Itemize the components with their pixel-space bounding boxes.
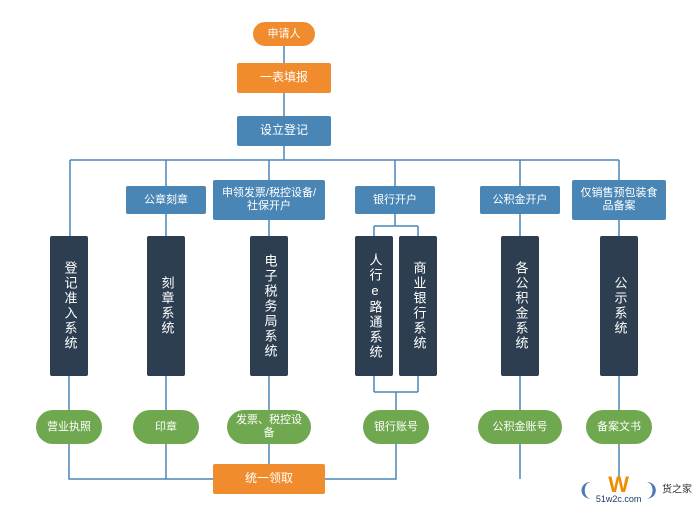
logo-letter: W [596,476,642,494]
logo-url: 51w2c.com [596,494,642,504]
node-food-proc: 仅销售预包装食品备案 [572,180,666,220]
node-tax-proc: 申领发票/税控设备/社保开户 [213,180,325,220]
node-register: 设立登记 [237,116,331,146]
node-sys-pub: 公示系统 [600,236,638,376]
node-out-seal: 印章 [133,410,199,444]
node-out-license: 营业执照 [36,410,102,444]
node-sys-reg: 登记准入系统 [50,236,88,376]
node-applicant: 申请人 [253,22,315,46]
node-seal-proc: 公章刻章 [126,186,206,214]
node-collect: 统一领取 [213,464,325,494]
node-out-tax: 发票、税控设备 [227,410,311,444]
node-out-bank: 银行账号 [363,410,429,444]
watermark-logo: ❨ W 51w2c.com ❩ 货之家 [578,476,692,504]
node-out-file: 备案文书 [586,410,652,444]
logo-name: 货之家 [662,485,692,496]
laurel-left-icon: ❨ [578,480,593,501]
node-sys-tax: 电子税务局系统 [250,236,288,376]
node-sys-seal: 刻章系统 [147,236,185,376]
node-sys-fund: 各公积金系统 [501,236,539,376]
node-form: 一表填报 [237,63,331,93]
node-bank-proc: 银行开户 [355,186,435,214]
node-fund-proc: 公积金开户 [480,186,560,214]
node-out-fund: 公积金账号 [478,410,562,444]
node-sys-pbc: 人行e路通系统 [355,236,393,376]
laurel-right-icon: ❩ [644,480,659,501]
node-sys-bank: 商业银行系统 [399,236,437,376]
